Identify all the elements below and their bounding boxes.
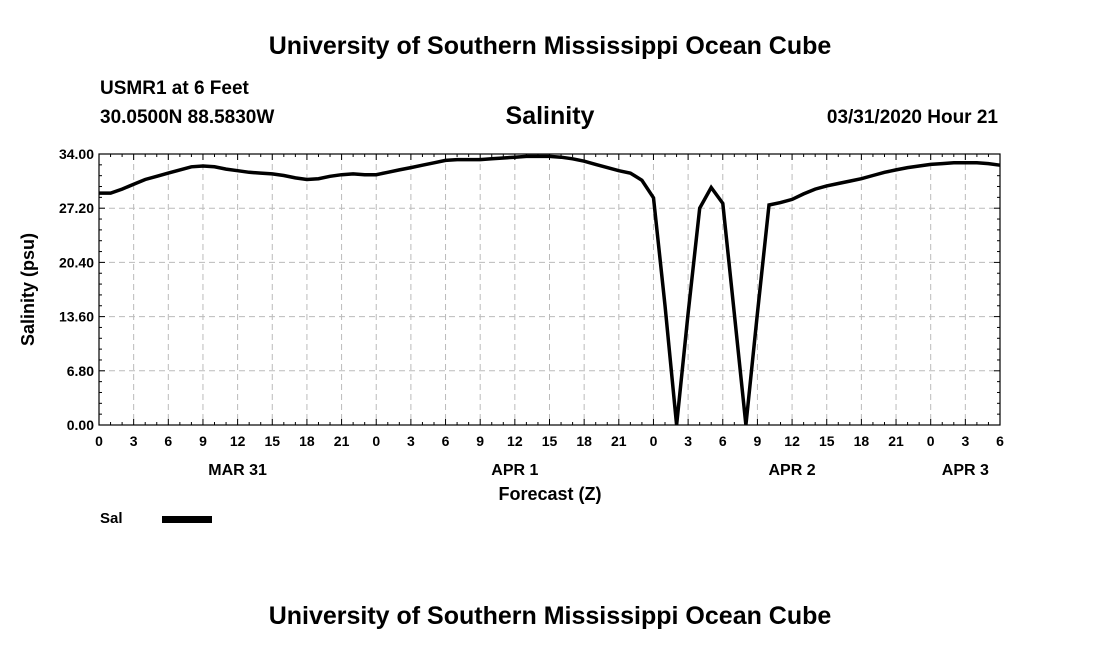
x-tick-label: 12 [230,433,246,449]
x-tick-label: 3 [684,433,692,449]
x-tick-label: 9 [199,433,207,449]
legend-swatch [162,516,212,523]
x-tick-label: 15 [264,433,280,449]
x-tick-label: 9 [476,433,484,449]
plot-border [98,153,1001,426]
x-tick-label: 12 [507,433,523,449]
date-label: MAR 31 [208,462,267,479]
station-label: USMR1 at 6 Feet [100,78,249,99]
y-tick-label: 0.00 [67,417,94,433]
y-axis-title: Salinity (psu) [18,233,38,346]
y-tick-label: 27.20 [59,200,94,216]
x-tick-label: 18 [854,433,870,449]
y-tick-label: 34.00 [59,146,94,162]
x-tick-label: 0 [95,433,103,449]
x-tick-label: 6 [164,433,172,449]
x-tick-label: 18 [299,433,315,449]
x-tick-label: 0 [372,433,380,449]
x-axis-title: Forecast (Z) [498,484,601,504]
axis-labels: 0 3 6 9 12 15 18 21 0 3 6 9 12 15 18 21 0 3 6 9 12 15 18 21 0 3 6 0… [18,146,1004,504]
x-tick-label: 6 [719,433,727,449]
plot-frame [98,153,1001,426]
chart-title: Salinity [505,102,595,130]
main-title: University of Southern Mississippi Ocean… [268,32,832,60]
y-tick-label: 13.60 [59,309,94,325]
date-label: APR 2 [769,462,816,479]
x-tick-label: 3 [407,433,415,449]
x-tick-label: 3 [961,433,969,449]
x-tick-label: 0 [927,433,935,449]
legend-label: Sal [100,510,123,527]
footer-title: University of Southern Mississippi Ocean… [268,602,832,630]
x-tick-label: 21 [334,433,350,449]
x-tick-label: 6 [996,433,1004,449]
x-tick-label: 21 [888,433,904,449]
y-tick-label: 6.80 [67,363,94,379]
x-tick-label: 12 [784,433,800,449]
forecast-datetime: 03/31/2020 Hour 21 [826,107,998,128]
x-tick-label: 15 [819,433,835,449]
x-tick-label: 9 [754,433,762,449]
date-label: APR 1 [491,462,538,479]
date-label: APR 3 [942,462,989,479]
station-coordinates: 30.0500N 88.5830W [100,107,275,128]
x-tick-label: 0 [650,433,658,449]
x-tick-label: 3 [130,433,138,449]
x-tick-label: 15 [542,433,558,449]
x-tick-label: 6 [442,433,450,449]
series-layer [99,154,1001,426]
y-tick-label: 20.40 [59,254,94,270]
x-tick-label: 18 [576,433,592,449]
x-tick-label: 21 [611,433,627,449]
grid-lines [99,154,1000,425]
series-line-sal [99,154,1001,426]
